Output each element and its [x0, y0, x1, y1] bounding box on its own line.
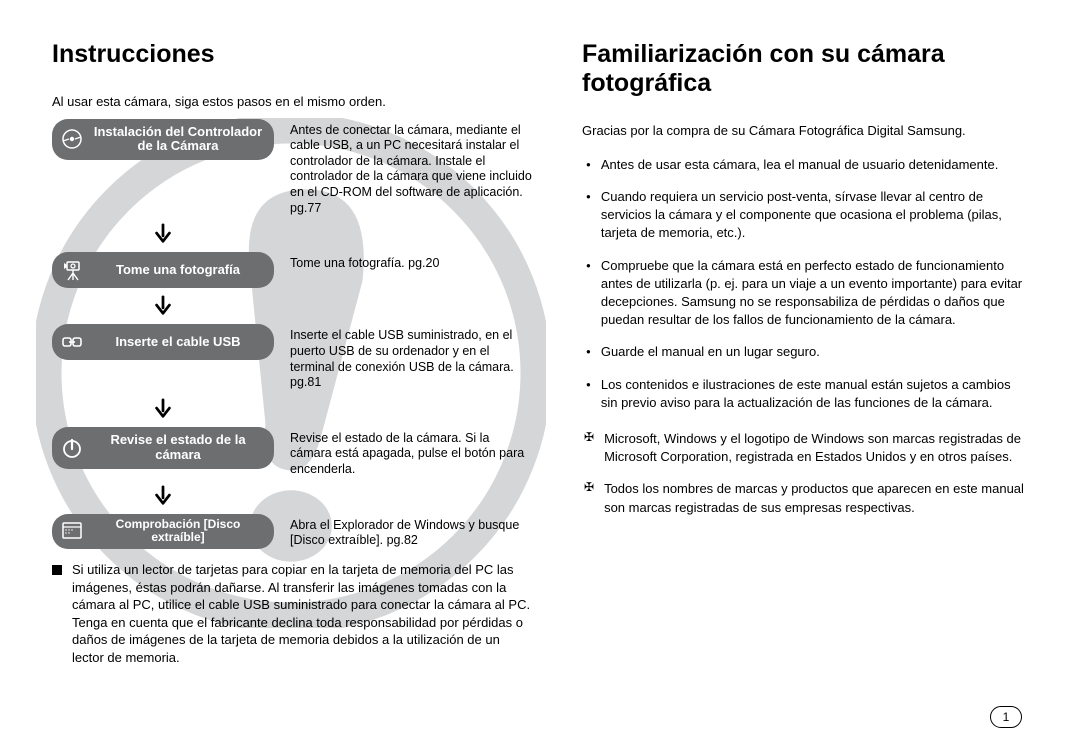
step-row: Inserte el cable USB Inserte el cable US…: [52, 324, 532, 391]
right-title: Familiarización con su cámara fotográfic…: [582, 40, 1028, 98]
right-column: Familiarización con su cámara fotográfic…: [582, 40, 1028, 667]
camera-tripod-icon: [60, 258, 84, 282]
step-row: Revise el estado de la cámara Revise el …: [52, 427, 532, 478]
down-arrow-icon: [52, 292, 274, 324]
list-item: Todos los nombres de marcas y productos …: [582, 480, 1028, 516]
list-item-text: Antes de usar esta cámara, lea el manual…: [601, 156, 998, 174]
step-desc: Tome una fotografía. pg.20: [274, 252, 532, 272]
left-note: Si utiliza un lector de tarjetas para co…: [52, 561, 532, 666]
step-row: Tome una fotografía Tome una fotografía.…: [52, 252, 532, 288]
step-pill-install-driver: Instalación del Controlador de la Cámara: [52, 119, 274, 161]
list-item-text: Guarde el manual en un lugar seguro.: [601, 343, 820, 361]
list-item: Microsoft, Windows y el logotipo de Wind…: [582, 430, 1028, 466]
step-pill-take-photo: Tome una fotografía: [52, 252, 274, 288]
left-intro: Al usar esta cámara, siga estos pasos en…: [52, 93, 532, 111]
step-label: Comprobación [Disco extraíble]: [92, 518, 264, 546]
down-arrow-icon: [52, 395, 274, 427]
page-number: 1: [990, 706, 1022, 728]
list-item-text: Todos los nombres de marcas y productos …: [604, 480, 1028, 516]
list-item: Los contenidos e ilustraciones de este m…: [582, 376, 1028, 412]
square-bullet-icon: [52, 565, 62, 575]
step-desc: Inserte el cable USB suministrado, en el…: [274, 324, 532, 391]
step-label: Tome una fotografía: [92, 263, 264, 278]
step-row: Comprobación [Disco extraíble] Abra el E…: [52, 514, 532, 550]
step-row: Instalación del Controlador de la Cámara…: [52, 119, 532, 217]
usb-link-icon: [60, 330, 84, 354]
step-label: Revise el estado de la cámara: [92, 433, 264, 463]
list-item-text: Cuando requiera un servicio post-venta, …: [601, 188, 1028, 243]
step-desc: Revise el estado de la cámara. Si la cám…: [274, 427, 532, 478]
window-icon: [60, 519, 84, 543]
list-item-text: Microsoft, Windows y el logotipo de Wind…: [604, 430, 1028, 466]
right-intro: Gracias por la compra de su Cámara Fotog…: [582, 122, 1028, 140]
list-item-text: Los contenidos e ilustraciones de este m…: [601, 376, 1028, 412]
step-pill-check-camera: Revise el estado de la cámara: [52, 427, 274, 469]
step-desc: Abra el Explorador de Windows y busque […: [274, 514, 532, 549]
cd-icon: [60, 127, 84, 151]
down-arrow-icon: [52, 220, 274, 252]
left-note-text: Si utiliza un lector de tarjetas para co…: [72, 561, 532, 666]
step-pill-check-disk: Comprobación [Disco extraíble]: [52, 514, 274, 550]
down-arrow-icon: [52, 482, 274, 514]
list-item-text: Compruebe que la cámara está en perfecto…: [601, 257, 1028, 330]
right-bullet-list: Antes de usar esta cámara, lea el manual…: [582, 156, 1028, 412]
list-item: Compruebe que la cámara está en perfecto…: [582, 257, 1028, 330]
step-desc: Antes de conectar la cámara, mediante el…: [274, 119, 532, 217]
step-label: Instalación del Controlador de la Cámara: [92, 125, 264, 155]
list-item: Cuando requiera un servicio post-venta, …: [582, 188, 1028, 243]
step-label: Inserte el cable USB: [92, 335, 264, 350]
step-pill-insert-usb: Inserte el cable USB: [52, 324, 274, 360]
power-icon: [60, 436, 84, 460]
list-item: Guarde el manual en un lugar seguro.: [582, 343, 1028, 361]
left-column: Instrucciones Al usar esta cámara, siga …: [52, 40, 532, 667]
right-trademark-list: Microsoft, Windows y el logotipo de Wind…: [582, 430, 1028, 517]
left-title: Instrucciones: [52, 40, 532, 69]
list-item: Antes de usar esta cámara, lea el manual…: [582, 156, 1028, 174]
